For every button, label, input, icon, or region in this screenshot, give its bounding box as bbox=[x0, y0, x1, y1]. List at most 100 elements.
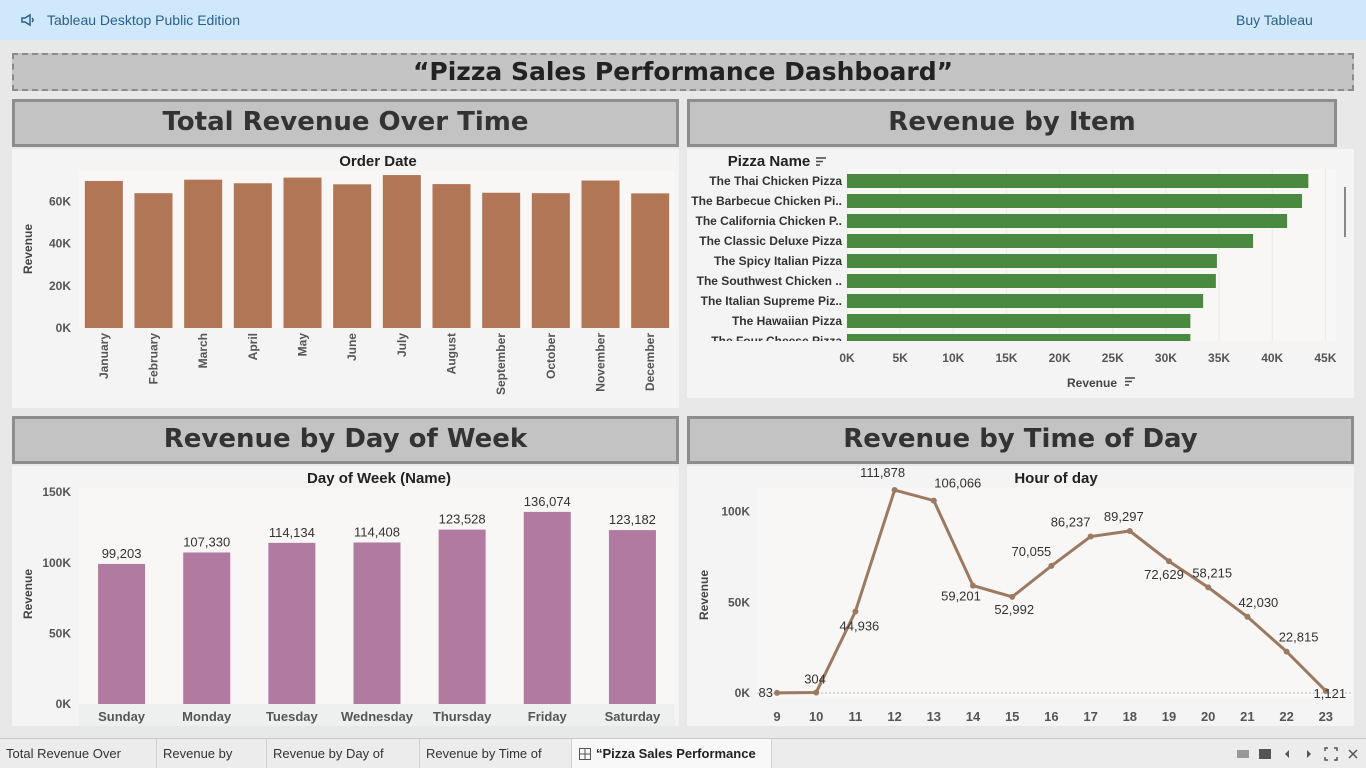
data-point bbox=[1048, 562, 1055, 569]
data-point bbox=[1205, 584, 1212, 591]
tab-revenue-by-day-of-week[interactable]: Revenue by Day of Week bbox=[267, 739, 420, 768]
x-tick-label: 30K bbox=[1155, 351, 1177, 365]
y-tick-label: 0K bbox=[735, 686, 751, 700]
tab-dashboard[interactable]: “Pizza Sales Performance D... bbox=[572, 739, 772, 768]
x-tick-label: 35K bbox=[1208, 351, 1230, 365]
bar-item bbox=[847, 254, 1217, 268]
fit-to-window-icon[interactable] bbox=[1324, 747, 1338, 761]
top-bar: Tableau Desktop Public Edition Buy Table… bbox=[0, 0, 1366, 40]
bar-august bbox=[432, 184, 471, 328]
data-label: 44,936 bbox=[840, 618, 880, 633]
chart-title: Day of Week (Name) bbox=[307, 470, 451, 487]
x-tick-label: 45K bbox=[1314, 351, 1336, 365]
data-label: 99,203 bbox=[102, 546, 142, 561]
data-label: 83 bbox=[759, 685, 773, 700]
x-tick-label: 5K bbox=[892, 351, 908, 365]
revenue-by-day-chart[interactable]: Day of Week (Name) Revenue 0K 50K 100K 150K 99… bbox=[12, 466, 679, 726]
bar-item bbox=[847, 234, 1254, 248]
filmstrip-view-icon[interactable] bbox=[1236, 747, 1250, 761]
close-icon[interactable] bbox=[1346, 747, 1360, 761]
row-label: The Classic Deluxe Pizza bbox=[699, 234, 842, 248]
data-label: 123,182 bbox=[609, 512, 656, 527]
y-tick-label: 100K bbox=[721, 505, 750, 519]
bar-june bbox=[333, 184, 372, 328]
y-tick-label: 0K bbox=[56, 321, 72, 335]
data-label: 70,055 bbox=[1012, 544, 1052, 559]
data-point bbox=[891, 487, 898, 494]
y-tick-label: 60K bbox=[49, 195, 71, 209]
row-label: The Spicy Italian Pizza bbox=[714, 254, 842, 268]
data-point bbox=[970, 582, 976, 589]
app-title: Tableau Desktop Public Edition bbox=[47, 12, 241, 28]
next-sheet-icon[interactable] bbox=[1302, 747, 1316, 761]
data-label: 72,629 bbox=[1144, 567, 1184, 582]
tab-total-revenue-over-time[interactable]: Total Revenue Over Time bbox=[0, 739, 157, 768]
x-tick-label: Friday bbox=[528, 709, 568, 724]
x-tick-label: November bbox=[594, 333, 608, 392]
x-tick-label: 15 bbox=[1005, 709, 1019, 724]
y-tick-label: 150K bbox=[42, 485, 71, 499]
revenue-by-item-chart[interactable]: Pizza Name The Thai Chicken Pizza The Barb… bbox=[687, 149, 1354, 398]
x-tick-label: 25K bbox=[1102, 351, 1124, 365]
x-tick-label: October bbox=[544, 333, 558, 379]
revenue-by-time-chart[interactable]: Hour of day Revenue 0K 50K 100K 83 9 304 10 44,93… bbox=[687, 466, 1354, 726]
sheet-tab-bar: Total Revenue Over Time Revenue by Item … bbox=[0, 738, 1366, 768]
axis-area bbox=[687, 341, 1354, 398]
tab-dashboard-label: “Pizza Sales Performance D... bbox=[596, 746, 756, 761]
data-point bbox=[1009, 593, 1016, 600]
x-tick-label: June bbox=[345, 333, 359, 361]
bar-may bbox=[283, 177, 322, 328]
data-label: 89,297 bbox=[1104, 509, 1144, 524]
announcement-icon[interactable] bbox=[20, 12, 36, 28]
data-label: 22,815 bbox=[1279, 630, 1319, 645]
x-tick-label: December bbox=[643, 333, 657, 391]
revenue-over-time-chart[interactable]: Order Date Revenue 0K 20K 40K 60K January Febru… bbox=[12, 149, 679, 408]
data-label: 42,030 bbox=[1239, 595, 1279, 610]
x-axis-label: Revenue bbox=[1067, 376, 1117, 390]
bar-monday bbox=[183, 552, 231, 704]
x-tick-label: February bbox=[147, 333, 161, 385]
revenue-by-time-svg: Hour of day Revenue 0K 50K 100K 839 304 10 44,93… bbox=[697, 466, 1352, 724]
data-point bbox=[774, 689, 780, 696]
sort-icon bbox=[1125, 377, 1135, 386]
data-point bbox=[1126, 528, 1133, 535]
buy-tableau-link[interactable]: Buy Tableau bbox=[1236, 12, 1313, 28]
x-tick-label: Tuesday bbox=[266, 709, 319, 724]
bar-november bbox=[581, 180, 620, 328]
y-tick-label: 40K bbox=[49, 237, 71, 251]
bar-april bbox=[233, 183, 272, 328]
bar-july bbox=[382, 175, 421, 328]
data-label: 106,066 bbox=[934, 476, 981, 491]
data-point bbox=[1087, 533, 1094, 540]
x-tick-label: 10 bbox=[809, 709, 823, 724]
bar-sunday bbox=[98, 563, 146, 704]
bar-march bbox=[184, 179, 223, 328]
row-label: The California Chicken P.. bbox=[696, 214, 842, 228]
previous-sheet-icon[interactable] bbox=[1280, 747, 1294, 761]
data-label: 114,408 bbox=[354, 524, 400, 539]
x-tick-label: 19 bbox=[1162, 709, 1176, 724]
data-label: 304 bbox=[804, 671, 826, 686]
y-axis-label: Revenue bbox=[21, 224, 35, 274]
panel-title-revenue-by-time: Revenue by Time of Day bbox=[687, 416, 1354, 464]
x-tick-label: 18 bbox=[1123, 709, 1137, 724]
x-tick-label: 11 bbox=[849, 709, 863, 724]
x-tick-label: July bbox=[395, 333, 409, 357]
data-point bbox=[1322, 687, 1329, 694]
tab-revenue-by-time-of-day[interactable]: Revenue by Time of Day bbox=[420, 739, 572, 768]
tab-view-icon[interactable] bbox=[1258, 747, 1272, 761]
x-tick-label: 12 bbox=[887, 709, 901, 724]
bar-september bbox=[482, 192, 521, 328]
revenue-by-day-svg: Day of Week (Name) Revenue 0K 50K 100K 150K 99… bbox=[21, 470, 675, 726]
data-label: 86,237 bbox=[1051, 515, 1091, 530]
chart-title: Hour of day bbox=[1014, 470, 1098, 487]
x-tick-label: August bbox=[445, 333, 459, 374]
bar-item bbox=[847, 214, 1288, 228]
row-label: The Thai Chicken Pizza bbox=[709, 174, 842, 188]
data-label: 114,134 bbox=[269, 525, 315, 540]
tab-revenue-by-item[interactable]: Revenue by Item bbox=[157, 739, 267, 768]
x-tick-label: May bbox=[296, 333, 310, 357]
bar-wednesday bbox=[353, 542, 401, 704]
x-tick-label: January bbox=[97, 333, 111, 379]
x-tick-label: 22 bbox=[1279, 709, 1293, 724]
